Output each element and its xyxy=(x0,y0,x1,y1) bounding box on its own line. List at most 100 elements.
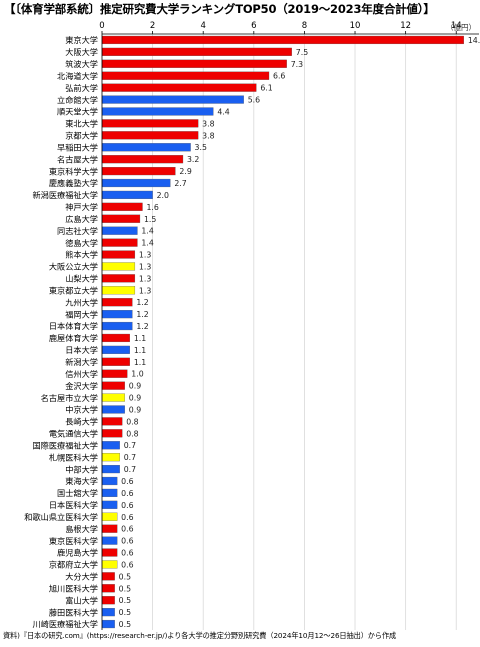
bar xyxy=(101,95,244,104)
category-label: 大阪公立大学 xyxy=(49,262,98,272)
data-label: 0.7 xyxy=(124,453,136,462)
category-label: 東京医科大学 xyxy=(49,536,98,546)
chart-title: 【〔体育学部系統〕推定研究費大学ランキングTOP50（2019〜2023年度合計… xyxy=(4,2,435,16)
bar xyxy=(101,71,270,80)
category-label: 徳島大学 xyxy=(65,238,98,248)
data-label: 0.9 xyxy=(129,382,141,391)
bar xyxy=(101,417,123,426)
category-label: 新潟医療福祉大学 xyxy=(32,190,98,200)
bar xyxy=(101,608,115,617)
category-label: 日本体育大学 xyxy=(49,321,98,331)
bar xyxy=(101,155,184,164)
data-label: 3.8 xyxy=(202,119,214,128)
bar xyxy=(101,238,138,247)
category-label: 日本大学 xyxy=(65,345,98,355)
category-label: 順天堂大学 xyxy=(57,107,98,117)
data-label: 0.5 xyxy=(119,584,131,593)
category-label: 名古屋大学 xyxy=(57,154,98,164)
category-label: 北海道大学 xyxy=(57,71,98,81)
category-label: 新潟大学 xyxy=(65,357,98,367)
data-label: 4.4 xyxy=(217,107,229,116)
data-label: 0.7 xyxy=(124,441,136,450)
data-label: 0.9 xyxy=(129,405,141,414)
data-label: 0.8 xyxy=(126,417,138,426)
data-label: 0.6 xyxy=(121,537,133,546)
x-tick-label: 10 xyxy=(350,21,361,31)
data-label: 0.6 xyxy=(121,489,133,498)
category-label: 日本医科大学 xyxy=(49,500,98,510)
x-tick-label: 4 xyxy=(200,21,205,31)
data-label: 1.2 xyxy=(136,298,148,307)
category-label: 大分大学 xyxy=(65,572,98,582)
bar xyxy=(101,536,118,545)
bar xyxy=(101,429,123,438)
unit-label: （億円） xyxy=(446,22,476,32)
category-label: 中京大学 xyxy=(65,405,98,415)
category-label: 電気通信大学 xyxy=(49,429,98,439)
bar xyxy=(101,59,287,68)
data-label: 1.3 xyxy=(139,274,151,283)
x-tick-label: 8 xyxy=(302,21,307,31)
category-label: 川崎医療福祉大学 xyxy=(32,619,98,629)
bar xyxy=(101,596,115,605)
category-label: 東北大学 xyxy=(65,119,98,129)
data-label: 1.6 xyxy=(146,203,158,212)
data-label: 7.5 xyxy=(296,48,308,57)
category-label: 名古屋市立大学 xyxy=(41,393,98,403)
data-label: 3.8 xyxy=(202,131,214,140)
data-label: 2.9 xyxy=(179,167,191,176)
bar xyxy=(101,166,176,176)
data-label: 1.4 xyxy=(141,227,153,236)
bar xyxy=(101,345,130,354)
bar xyxy=(101,226,138,235)
category-label: 中部大学 xyxy=(65,464,98,474)
data-label: 0.5 xyxy=(119,608,131,617)
data-label: 14.3 xyxy=(468,36,480,45)
data-label: 7.3 xyxy=(291,60,303,69)
data-label: 1.1 xyxy=(134,334,146,343)
category-label: 立命館大学 xyxy=(57,95,98,105)
category-label: 信州大学 xyxy=(65,369,98,379)
category-label: 和歌山県立医科大学 xyxy=(24,512,98,522)
data-label: 0.6 xyxy=(121,513,133,522)
data-label: 1.3 xyxy=(139,286,151,295)
data-label: 1.2 xyxy=(136,322,148,331)
x-tick-label: 2 xyxy=(150,21,155,31)
category-label: 東京大学 xyxy=(65,35,98,45)
data-label: 0.6 xyxy=(121,501,133,510)
category-label: 大阪大学 xyxy=(65,47,98,57)
data-label: 2.0 xyxy=(157,191,169,200)
category-label: 京都府立大学 xyxy=(49,560,98,570)
x-tick-label: 14 xyxy=(451,21,462,31)
category-label: 弘前大学 xyxy=(65,83,98,93)
bar xyxy=(101,393,125,402)
bar xyxy=(101,357,130,366)
bar xyxy=(101,381,125,390)
bar xyxy=(101,286,136,295)
bar xyxy=(101,548,118,557)
data-label: 0.6 xyxy=(121,549,133,558)
category-label: 旭川医科大学 xyxy=(49,583,98,593)
data-label: 0.6 xyxy=(121,560,133,569)
category-label: 長崎大学 xyxy=(65,417,98,427)
bar xyxy=(101,572,115,581)
bar xyxy=(101,119,199,128)
bar xyxy=(101,131,199,140)
data-label: 0.5 xyxy=(119,596,131,605)
bar xyxy=(101,584,115,593)
data-label: 1.1 xyxy=(134,346,146,355)
bar xyxy=(101,262,136,271)
data-label: 3.5 xyxy=(195,143,207,152)
data-label: 1.3 xyxy=(139,262,151,271)
category-label: 神戸大学 xyxy=(65,202,98,212)
bar xyxy=(101,143,191,152)
category-label: 福岡大学 xyxy=(65,309,98,319)
x-tick-label: 0 xyxy=(99,21,104,31)
category-label: 東京都立大学 xyxy=(49,285,98,295)
bar xyxy=(101,369,128,378)
data-label: 0.5 xyxy=(119,620,131,629)
bar xyxy=(101,274,136,283)
category-label: 藤田医科大学 xyxy=(49,607,98,617)
category-label: 富山大学 xyxy=(65,595,98,605)
bar xyxy=(101,512,118,521)
